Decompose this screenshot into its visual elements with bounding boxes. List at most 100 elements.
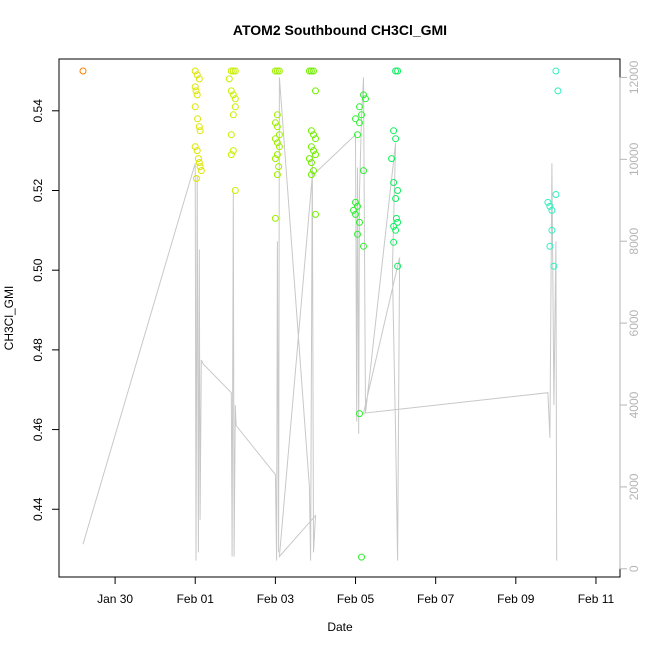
points-layer (79, 67, 562, 561)
data-point (229, 147, 237, 155)
y-tick-label: 0.44 (31, 497, 45, 521)
data-point (392, 214, 400, 222)
x-tick-label: Jan 30 (97, 592, 133, 606)
data-point (350, 206, 357, 214)
data-point (307, 143, 315, 151)
data-point (229, 91, 237, 99)
y-tick-label: 0.54 (31, 99, 45, 123)
data-point (273, 111, 281, 119)
x-tick-label: Feb 07 (417, 592, 455, 606)
data-point (390, 127, 398, 135)
data-point (312, 87, 319, 95)
data-point (356, 410, 363, 418)
data-point (356, 119, 363, 127)
y-right-tick-label: 2000 (627, 473, 641, 500)
data-point (392, 195, 400, 202)
data-point (271, 119, 279, 127)
data-point (310, 167, 317, 175)
data-point (312, 151, 319, 159)
data-point (273, 171, 281, 179)
data-point (312, 210, 319, 218)
data-point (552, 191, 560, 198)
data-point (275, 163, 283, 171)
y-right-tick-label: 4000 (627, 391, 641, 418)
data-point (394, 262, 402, 270)
data-point (390, 238, 398, 246)
data-point (390, 179, 398, 186)
y-right-tick-label: 8000 (627, 228, 641, 255)
data-point (191, 83, 199, 91)
data-point (356, 103, 363, 111)
data-point (307, 159, 315, 167)
y-tick-label: 0.48 (31, 338, 45, 362)
data-point (554, 87, 562, 95)
data-point (193, 91, 201, 99)
y-right-tick-label: 0 (627, 565, 641, 572)
data-point (352, 115, 359, 123)
data-point (227, 131, 235, 139)
data-point (307, 127, 315, 135)
data-point (231, 67, 239, 75)
data-point (229, 111, 237, 119)
data-point (273, 151, 281, 159)
y-tick-label: 0.52 (31, 178, 45, 202)
data-point (194, 155, 202, 163)
x-axis-label: Date (327, 620, 353, 634)
data-point (231, 95, 239, 103)
data-point (360, 167, 367, 175)
y-axis-right: 0 2000 4000 6000 8000 10000 12000 (619, 60, 641, 572)
data-point (307, 171, 315, 179)
data-point (192, 175, 200, 182)
data-point (271, 155, 279, 163)
x-tick-label: Feb 05 (337, 592, 375, 606)
data-point (195, 75, 203, 83)
data-point (312, 135, 319, 143)
data-point (356, 218, 363, 226)
altitude-line-layer (82, 77, 558, 561)
data-point (550, 262, 558, 270)
data-point (354, 202, 361, 210)
data-point (196, 163, 204, 171)
data-point (352, 210, 359, 218)
data-point (392, 67, 400, 75)
data-point (273, 139, 281, 147)
data-point (227, 67, 235, 75)
data-point (388, 155, 396, 163)
data-point (362, 95, 369, 103)
data-point (360, 242, 367, 250)
data-point (193, 147, 201, 155)
x-tick-label: Feb 09 (497, 592, 535, 606)
data-point (394, 187, 402, 194)
data-point (354, 230, 361, 238)
data-point (548, 206, 556, 214)
data-point (275, 67, 283, 75)
chart-title: ATOM2 Southbound CH3Cl_GMI (233, 22, 447, 38)
y-right-tick-label: 12000 (627, 60, 641, 94)
data-point (191, 67, 199, 75)
x-tick-label: Feb 11 (578, 592, 615, 606)
data-point (194, 115, 202, 123)
data-point (191, 143, 199, 151)
data-point (394, 218, 402, 226)
y-tick-label: 0.50 (31, 258, 45, 282)
data-point (305, 155, 313, 163)
data-point (546, 242, 554, 250)
data-point (392, 226, 400, 234)
data-point (548, 226, 556, 234)
x-axis: Jan 30 Feb 01 Feb 03 Feb 05 Feb 07 Feb 09 Feb … (97, 576, 615, 606)
data-point (79, 67, 87, 75)
data-point (195, 123, 203, 131)
data-point (310, 147, 317, 155)
data-point (392, 135, 400, 143)
data-point (394, 67, 402, 75)
y-axis-left: 0.44 0.46 0.48 0.50 0.52 0.54 (31, 99, 60, 521)
data-point (305, 67, 313, 75)
data-point (354, 131, 361, 139)
data-point (310, 67, 317, 75)
data-point (227, 151, 235, 159)
data-point (275, 131, 283, 139)
data-point (360, 91, 367, 99)
data-point (358, 553, 365, 561)
data-point (192, 87, 200, 95)
